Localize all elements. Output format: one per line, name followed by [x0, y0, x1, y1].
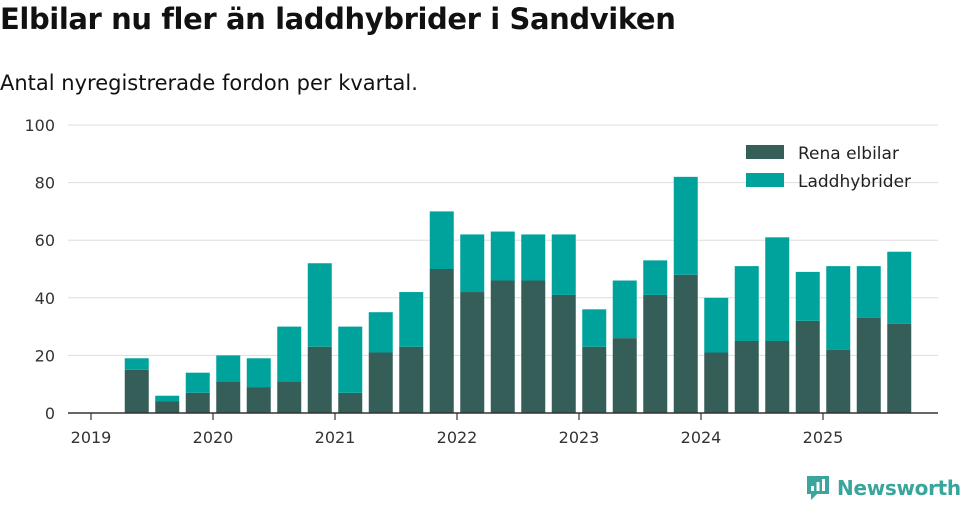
x-tick-label: 2025	[803, 428, 844, 447]
bar-elbilar	[826, 349, 851, 413]
bar-laddhybrider	[460, 234, 485, 293]
x-tick-label: 2022	[437, 428, 478, 447]
y-tick-label: 80	[35, 174, 55, 193]
bar-elbilar	[399, 346, 424, 413]
y-tick-label: 0	[45, 404, 55, 423]
bar-elbilar	[521, 280, 546, 413]
bar-elbilar	[216, 381, 241, 413]
x-tick-label: 2020	[193, 428, 234, 447]
bar-elbilar	[155, 401, 180, 413]
bar-laddhybrider	[490, 231, 515, 281]
chart-subtitle: Antal nyregistrerade fordon per kvartal.	[0, 71, 418, 95]
legend-label: Rena elbilar	[798, 144, 899, 164]
bar-elbilar	[795, 320, 820, 413]
legend-swatch	[746, 173, 784, 187]
bar-elbilar	[612, 338, 637, 413]
bar-laddhybrider	[856, 266, 881, 318]
newsworthy-brand: Newsworthy	[805, 474, 960, 502]
bar-elbilar	[643, 294, 668, 413]
bar-laddhybrider	[368, 312, 393, 353]
bar-laddhybrider	[399, 292, 424, 347]
bar-laddhybrider	[765, 237, 790, 341]
bar-laddhybrider	[612, 280, 637, 339]
y-tick-label: 20	[35, 346, 55, 365]
y-tick-label: 100	[24, 116, 55, 135]
bar-laddhybrider	[734, 266, 759, 341]
bar-laddhybrider	[795, 271, 820, 321]
bar-laddhybrider	[551, 234, 576, 295]
bar-laddhybrider	[673, 176, 698, 275]
bar-elbilar	[307, 346, 332, 413]
bar-elbilar	[734, 341, 759, 413]
x-tick-label: 2024	[681, 428, 722, 447]
x-tick-label: 2019	[71, 428, 112, 447]
bar-laddhybrider	[155, 395, 180, 402]
y-tick-label: 60	[35, 231, 55, 250]
bar-laddhybrider	[216, 355, 241, 382]
bar-elbilar	[765, 341, 790, 413]
bar-elbilar	[673, 274, 698, 413]
bar-laddhybrider	[887, 251, 912, 324]
bar-elbilar	[429, 269, 454, 413]
chart-title: Elbilar nu fler än laddhybrider i Sandvi…	[0, 2, 676, 36]
bar-elbilar	[277, 381, 302, 413]
bar-elbilar	[704, 352, 729, 413]
bar-elbilar	[856, 317, 881, 413]
bar-laddhybrider	[246, 358, 271, 388]
bar-elbilar	[124, 369, 149, 413]
bar-laddhybrider	[826, 266, 851, 350]
bar-elbilar	[246, 387, 271, 413]
legend-swatch	[746, 145, 784, 159]
newsworthy-logo-icon	[807, 476, 829, 500]
bar-laddhybrider	[307, 263, 332, 347]
brand-name: Newsworthy	[837, 476, 960, 500]
bar-laddhybrider	[704, 297, 729, 353]
bar-elbilar	[551, 294, 576, 413]
bar-elbilar	[887, 323, 912, 413]
bar-laddhybrider	[429, 211, 454, 269]
bar-laddhybrider	[521, 234, 546, 281]
bar-elbilar	[338, 392, 363, 413]
y-tick-label: 40	[35, 289, 55, 308]
bar-elbilar	[582, 346, 607, 413]
bar-laddhybrider	[582, 309, 607, 347]
bar-elbilar	[490, 280, 515, 413]
bar-elbilar	[368, 352, 393, 413]
bar-laddhybrider	[643, 260, 668, 295]
x-tick-label: 2023	[559, 428, 600, 447]
bar-elbilar	[185, 392, 210, 413]
bar-laddhybrider	[185, 372, 210, 393]
bar-laddhybrider	[124, 358, 149, 370]
bar-laddhybrider	[277, 326, 302, 382]
bar-laddhybrider	[338, 326, 363, 393]
x-tick-label: 2021	[315, 428, 356, 447]
bar-elbilar	[460, 292, 485, 413]
legend-label: Laddhybrider	[798, 172, 911, 192]
